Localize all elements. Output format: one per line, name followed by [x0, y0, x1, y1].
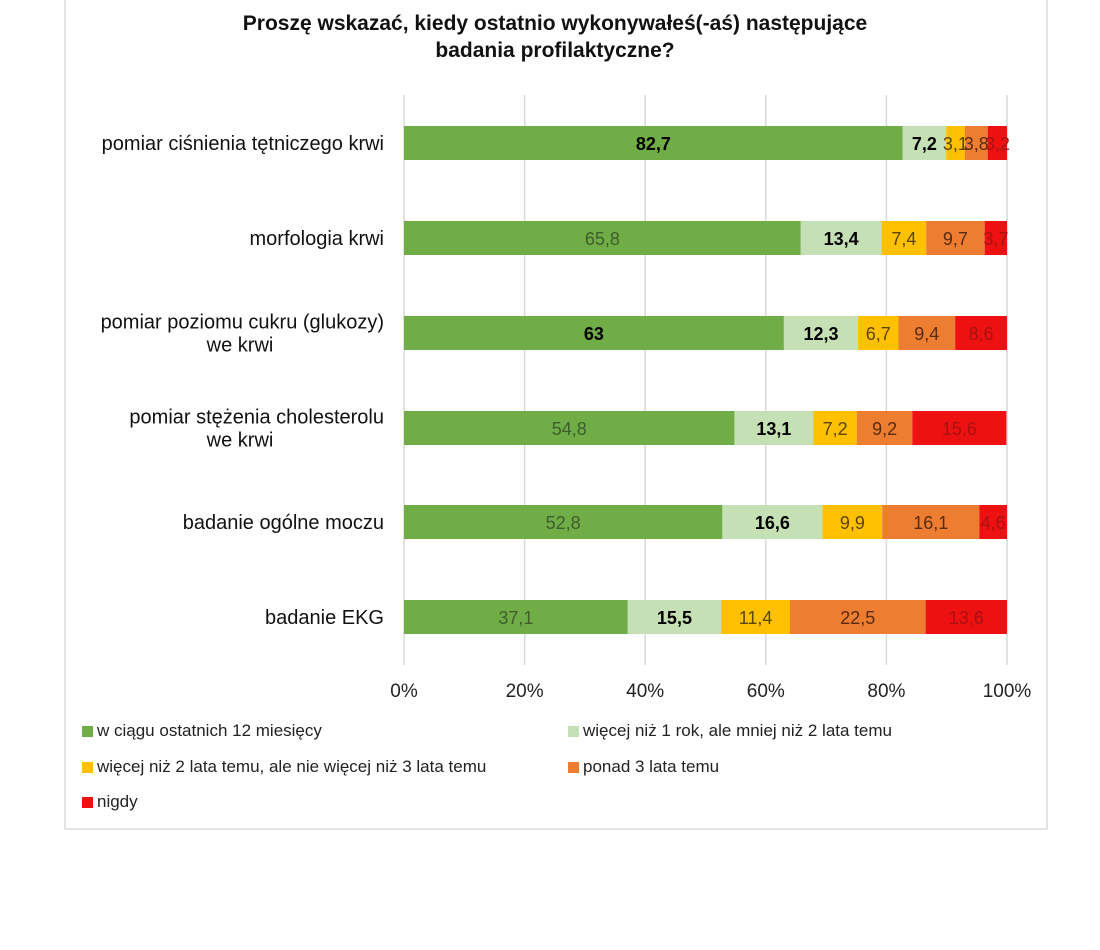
data-label: 22,5	[840, 608, 875, 628]
data-label: 16,6	[755, 513, 790, 533]
data-label: 4,6	[981, 513, 1006, 533]
bar-segment	[964, 126, 988, 160]
bar-segment	[722, 505, 823, 539]
category-label: badanie EKG	[265, 607, 384, 629]
chart-title-line: Proszę wskazać, kiedy ostatnio wykonywał…	[242, 12, 868, 35]
data-labels: 82,7 7,2 3,13,83,2 65,8 13,4 7,4 9,7 3,7 63 12,3 6…	[498, 134, 1010, 628]
bar-segment	[856, 411, 913, 445]
bar-segment	[822, 505, 883, 539]
category-label: badanie ogólne moczu	[183, 512, 384, 534]
data-label: 9,7	[943, 229, 968, 249]
legend-item: nigdy	[82, 792, 138, 812]
legend-label: w ciągu ostatnich 12 miesięcy	[97, 721, 322, 740]
chart-title: Proszę wskazać, kiedy ostatnio wykonywał…	[150, 10, 960, 64]
data-label: 7,2	[912, 134, 937, 154]
bar-segment	[902, 126, 947, 160]
bar-segment	[987, 126, 1007, 160]
bar-segment	[882, 505, 980, 539]
x-tick-label: 0%	[390, 681, 418, 702]
data-label: 11,4	[739, 608, 773, 628]
data-label: 82,7	[636, 134, 671, 154]
bar-segment	[813, 411, 857, 445]
data-label: 16,1	[913, 513, 948, 533]
legend-swatch	[82, 725, 93, 737]
bar-segment	[912, 411, 1007, 445]
data-label: 8,6	[969, 324, 994, 344]
data-label: 3,7	[983, 229, 1008, 249]
category-label: we krwi	[206, 335, 274, 357]
legend-swatch	[82, 761, 93, 773]
category-label: we krwi	[206, 430, 274, 452]
data-label: 7,4	[891, 229, 916, 249]
bar-segment	[984, 221, 1007, 255]
bar-segment	[404, 505, 723, 539]
bar-segment	[404, 221, 801, 255]
legend-swatch	[568, 725, 579, 737]
category-label: pomiar ciśnienia tętniczego krwi	[102, 133, 384, 155]
legend-item: w ciągu ostatnich 12 miesięcy	[82, 721, 322, 741]
category-label: morfologia krwi	[250, 228, 384, 250]
data-label: 6,7	[866, 324, 891, 344]
data-label: 3,1	[943, 134, 968, 154]
data-label: 65,8	[585, 229, 620, 249]
category-labels: pomiar ciśnienia tętniczego krwi morfolog…	[101, 133, 384, 629]
legend-label: więcej niż 2 lata temu, ale nie więcej n…	[97, 757, 487, 776]
bar-segment	[925, 600, 1007, 634]
x-tick-label: 40%	[626, 681, 664, 702]
bar-segment	[734, 411, 814, 445]
data-label: 3,8	[964, 134, 989, 154]
legend-item: więcej niż 1 rok, ale mniej niż 2 lata t…	[568, 721, 892, 741]
x-tick-label: 80%	[867, 681, 905, 702]
x-tick-label: 100%	[983, 681, 1032, 702]
bar-segment	[979, 505, 1007, 539]
legend-swatch	[82, 796, 93, 808]
bar-segment	[898, 316, 956, 350]
legend-swatch	[568, 761, 579, 773]
data-label: 13,4	[824, 229, 859, 249]
bar-segment	[404, 600, 628, 634]
bar-segment	[926, 221, 985, 255]
data-label: 63	[584, 324, 604, 344]
bar-segment	[783, 316, 859, 350]
data-label: 7,2	[823, 419, 848, 439]
bars	[404, 126, 1007, 634]
bar-segment	[404, 316, 784, 350]
bar-segment	[627, 600, 722, 634]
bar-segment	[955, 316, 1007, 350]
data-label: 13,6	[949, 608, 984, 628]
data-label: 9,4	[914, 324, 939, 344]
bar-segment	[881, 221, 927, 255]
x-tick-label: 20%	[506, 681, 544, 702]
data-label: 15,5	[657, 608, 692, 628]
legend-label: nigdy	[97, 792, 138, 811]
bar-segment	[858, 316, 899, 350]
legend-item: więcej niż 2 lata temu, ale nie więcej n…	[82, 757, 486, 777]
bar-segment	[404, 411, 735, 445]
legend-label: ponad 3 lata temu	[583, 757, 720, 776]
data-label: 12,3	[803, 324, 838, 344]
data-label: 13,1	[756, 419, 791, 439]
bar-segment	[404, 126, 903, 160]
legend-label: więcej niż 1 rok, ale mniej niż 2 lata t…	[583, 721, 892, 740]
x-tick-label: 60%	[747, 681, 785, 702]
legend-item: ponad 3 lata temu	[568, 757, 719, 777]
data-label: 15,6	[942, 419, 977, 439]
x-axis-ticks: 0% 20% 40% 60% 80% 100%	[390, 681, 1031, 702]
gridlines	[403, 95, 1008, 665]
data-label: 37,1	[498, 608, 533, 628]
category-label: pomiar stężenia cholesterolu	[129, 407, 384, 429]
bar-segment	[789, 600, 926, 634]
data-label: 9,9	[840, 513, 865, 533]
data-label: 3,2	[985, 134, 1010, 154]
chart-title-line: badania profilaktyczne?	[435, 39, 675, 62]
data-label: 52,8	[546, 513, 581, 533]
data-label: 54,8	[552, 419, 587, 439]
bar-segment	[946, 126, 965, 160]
bar-segment	[800, 221, 882, 255]
data-label: 9,2	[872, 419, 897, 439]
bar-segment	[721, 600, 790, 634]
category-label: pomiar poziomu cukru (glukozy)	[101, 312, 384, 334]
